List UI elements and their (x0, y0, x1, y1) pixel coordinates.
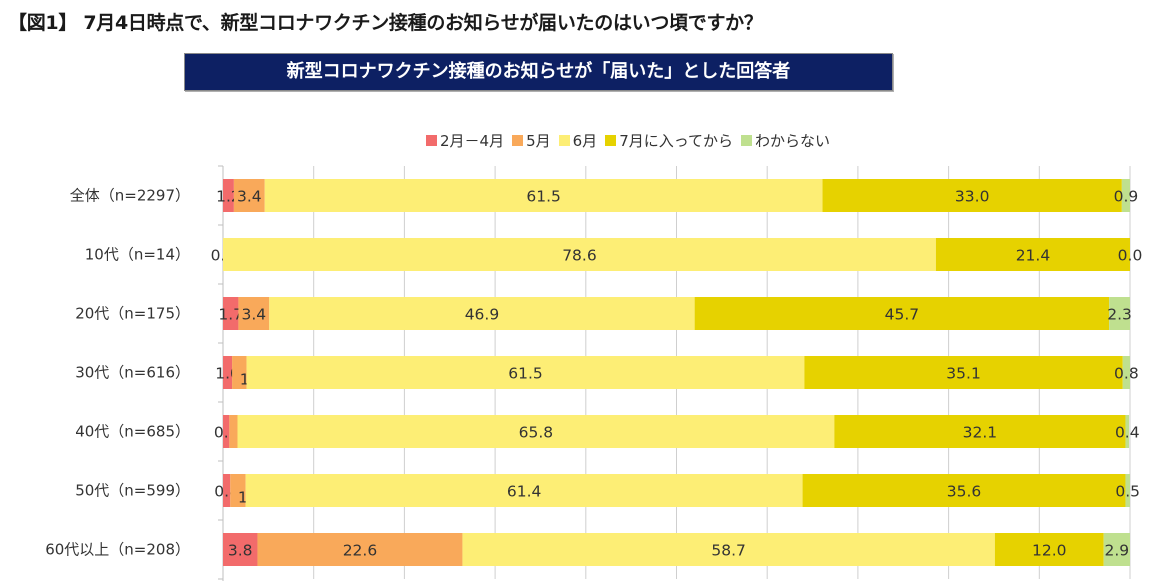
data-label: 61.5 (526, 188, 561, 206)
data-label: 0.9 (1114, 188, 1139, 206)
data-label: 22.6 (343, 542, 378, 560)
legend-swatch-july-onward (605, 134, 617, 146)
bar-segment (694, 297, 1110, 330)
data-label: 78.6 (562, 247, 597, 265)
data-label: 35.6 (947, 483, 982, 501)
bar-segment (257, 533, 463, 566)
data-label: 12.0 (1032, 542, 1067, 560)
bar-segment (223, 356, 233, 389)
legend-item-may: 5月 (512, 130, 551, 151)
data-label: 3.4 (237, 188, 262, 206)
category-label: 40代（n=685） (75, 423, 190, 441)
bar-segment (223, 179, 234, 212)
bar-segment (1125, 474, 1130, 507)
category-label: 10代（n=14） (85, 246, 190, 264)
data-label: 2.3 (1107, 306, 1132, 324)
legend-swatch-may (512, 134, 524, 146)
legend-label-unknown: わからない (754, 131, 830, 150)
legend-swatch-feb-apr (426, 134, 437, 146)
bar-segment (245, 474, 803, 507)
data-label: 0.5 (1115, 483, 1140, 501)
bar-segment (223, 415, 230, 448)
bar-segment (462, 533, 995, 566)
legend-item-feb-apr: 2月－4月 (426, 130, 504, 151)
bar-segment (237, 415, 835, 448)
data-label: 0.8 (1114, 365, 1139, 383)
legend-swatch-unknown (740, 134, 752, 146)
legend: 2月－4月 5月 6月 7月に入ってから わからない (426, 130, 838, 150)
bar-segment (233, 179, 265, 212)
bar-segment (994, 533, 1104, 566)
bar-segment (264, 179, 823, 212)
category-label: 20代（n=175） (75, 305, 190, 323)
category-label: 全体（n=2297） (70, 187, 190, 205)
bar-segment (1103, 533, 1130, 566)
legend-swatch-jun (558, 134, 570, 146)
legend-label-july-onward: 7月に入ってから (619, 131, 733, 150)
data-label: 65.8 (519, 424, 554, 442)
data-label: 1.7 (218, 306, 243, 324)
bar-segment (802, 474, 1126, 507)
bar-segment (230, 474, 246, 507)
bar-segment (834, 415, 1126, 448)
data-label: 46.9 (465, 306, 500, 324)
data-label: 21.4 (1016, 247, 1051, 265)
category-label: 60代以上（n=208） (45, 541, 190, 559)
bar-segment (232, 356, 247, 389)
data-label: 61.4 (507, 483, 542, 501)
bar-segment (223, 238, 936, 271)
data-label: 3.4 (242, 306, 267, 324)
chart-subtitle-banner: 新型コロナワクチン接種のお知らせが「届いた」とした回答者 (184, 53, 893, 91)
bar-segment (223, 533, 258, 566)
legend-item-jun: 6月 (558, 130, 598, 151)
data-label: 45.7 (885, 306, 920, 324)
data-label: 32.1 (963, 424, 998, 442)
bar-segment (1122, 356, 1130, 389)
legend-item-unknown: わからない (740, 130, 830, 151)
bar-segment (1121, 179, 1130, 212)
data-label: 2.9 (1105, 542, 1130, 560)
chart-title: 【図1】 7月4日時点で、新型コロナワクチン接種のお知らせが届いたのはいつ頃です… (8, 12, 763, 34)
data-label: 35.1 (946, 365, 981, 383)
bar-segment (804, 356, 1123, 389)
bar-segment (223, 297, 239, 330)
category-label: 30代（n=616） (75, 364, 190, 382)
bar-segment (229, 415, 238, 448)
data-label: 3.8 (228, 542, 253, 560)
bar-segment (1125, 415, 1130, 448)
bar-segment (238, 297, 270, 330)
category-label: 50代（n=599） (75, 482, 190, 500)
bar-segment (246, 356, 805, 389)
data-label: 0.4 (1115, 424, 1140, 442)
legend-item-july-onward: 7月に入ってから (605, 130, 733, 151)
bar-segment (223, 474, 231, 507)
bar-segment (269, 297, 695, 330)
legend-label-feb-apr: 2月－4月 (440, 131, 505, 150)
data-label: 0.0 (1118, 247, 1143, 265)
data-label: 61.5 (508, 365, 543, 383)
bar-segment (1109, 297, 1130, 330)
bar-segment (935, 238, 1130, 271)
bar-segment (822, 179, 1122, 212)
data-label: 58.7 (711, 542, 746, 560)
data-label: 33.0 (955, 188, 990, 206)
legend-label-jun: 6月 (572, 131, 598, 150)
legend-label-may: 5月 (526, 131, 551, 150)
